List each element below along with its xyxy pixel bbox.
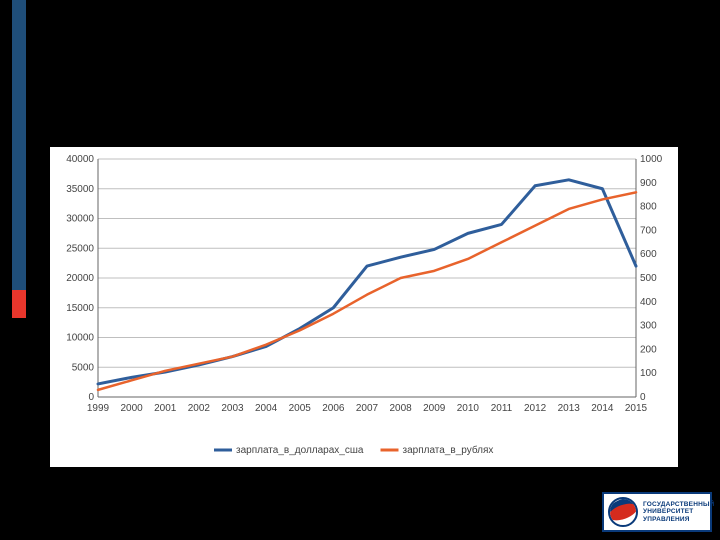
x-tick: 2015: [625, 403, 648, 414]
chart-container: 0500010000150002000025000300003500040000…: [50, 147, 678, 467]
logo-line2: УНИВЕРСИТЕТ: [643, 508, 714, 515]
accent-bar-red: [12, 290, 26, 318]
y-left-tick: 30000: [66, 214, 94, 225]
legend-label: зарплата_в_рублях: [403, 444, 494, 456]
x-tick: 2003: [221, 403, 244, 414]
y-right-tick: 100: [640, 368, 657, 379]
x-tick: 2001: [154, 403, 177, 414]
y-left-tick: 15000: [66, 303, 94, 314]
y-right-tick: 300: [640, 321, 657, 332]
y-left-tick: 40000: [66, 154, 94, 165]
y-left-tick: 20000: [66, 273, 94, 284]
salary-chart: 0500010000150002000025000300003500040000…: [50, 147, 678, 467]
logo-line3: УПРАВЛЕНИЯ: [643, 516, 714, 523]
y-right-tick: 400: [640, 297, 657, 308]
logo-text: ГОСУДАРСТВЕННЫЙ УНИВЕРСИТЕТ УПРАВЛЕНИЯ: [643, 501, 714, 522]
logo-icon: [608, 497, 638, 527]
x-tick: 2006: [322, 403, 345, 414]
x-tick: 2000: [121, 403, 144, 414]
x-tick: 2013: [558, 403, 581, 414]
y-right-tick: 700: [640, 225, 657, 236]
y-left-tick: 35000: [66, 184, 94, 195]
x-tick: 2005: [289, 403, 312, 414]
x-tick: 2010: [457, 403, 480, 414]
x-tick: 2012: [524, 403, 547, 414]
y-right-tick: 500: [640, 273, 657, 284]
y-right-tick: 800: [640, 202, 657, 213]
x-tick: 2009: [423, 403, 446, 414]
logo-line1: ГОСУДАРСТВЕННЫЙ: [643, 501, 714, 508]
y-left-tick: 25000: [66, 243, 94, 254]
y-left-tick: 0: [88, 392, 94, 403]
y-left-tick: 5000: [72, 362, 95, 373]
legend-label: зарплата_в_долларах_сша: [236, 445, 364, 456]
university-logo: ГОСУДАРСТВЕННЫЙ УНИВЕРСИТЕТ УПРАВЛЕНИЯ: [602, 492, 712, 532]
x-tick: 2011: [491, 403, 513, 414]
y-right-tick: 900: [640, 178, 657, 189]
x-tick: 2008: [390, 403, 413, 414]
y-left-tick: 10000: [66, 333, 94, 344]
x-tick: 2014: [591, 403, 614, 414]
x-tick: 2004: [255, 403, 278, 414]
y-right-tick: 1000: [640, 154, 663, 165]
y-right-tick: 600: [640, 249, 657, 260]
x-tick: 2007: [356, 403, 379, 414]
x-tick: 1999: [87, 403, 110, 414]
x-tick: 2002: [188, 403, 211, 414]
slide: 0500010000150002000025000300003500040000…: [0, 0, 720, 540]
y-right-tick: 200: [640, 344, 657, 355]
accent-bar-blue: [12, 0, 26, 290]
y-right-tick: 0: [640, 392, 646, 403]
